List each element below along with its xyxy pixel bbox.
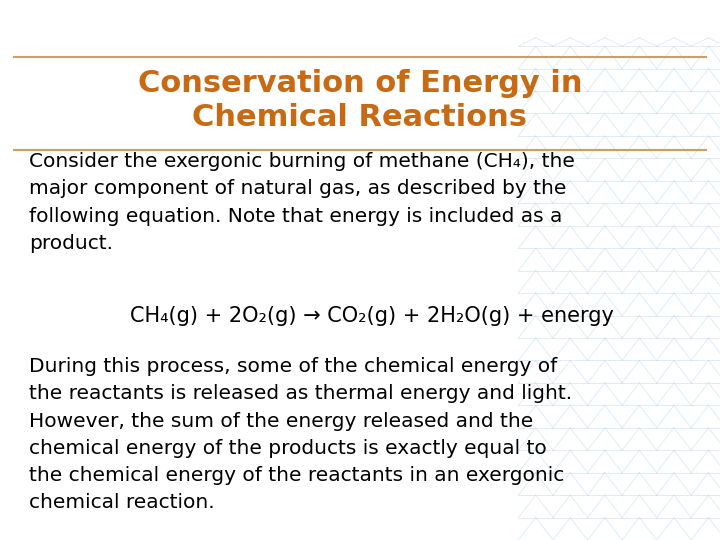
Text: Conservation of Energy in: Conservation of Energy in bbox=[138, 69, 582, 98]
Text: During this process, some of the chemical energy of
the reactants is released as: During this process, some of the chemica… bbox=[29, 357, 572, 512]
Text: Consider the exergonic burning of methane (CH₄), the
major component of natural : Consider the exergonic burning of methan… bbox=[29, 152, 575, 253]
Text: Chemical Reactions: Chemical Reactions bbox=[192, 103, 528, 132]
Text: CH₄(g) + 2O₂(g) → CO₂(g) + 2H₂O(g) + energy: CH₄(g) + 2O₂(g) → CO₂(g) + 2H₂O(g) + ene… bbox=[130, 306, 613, 326]
